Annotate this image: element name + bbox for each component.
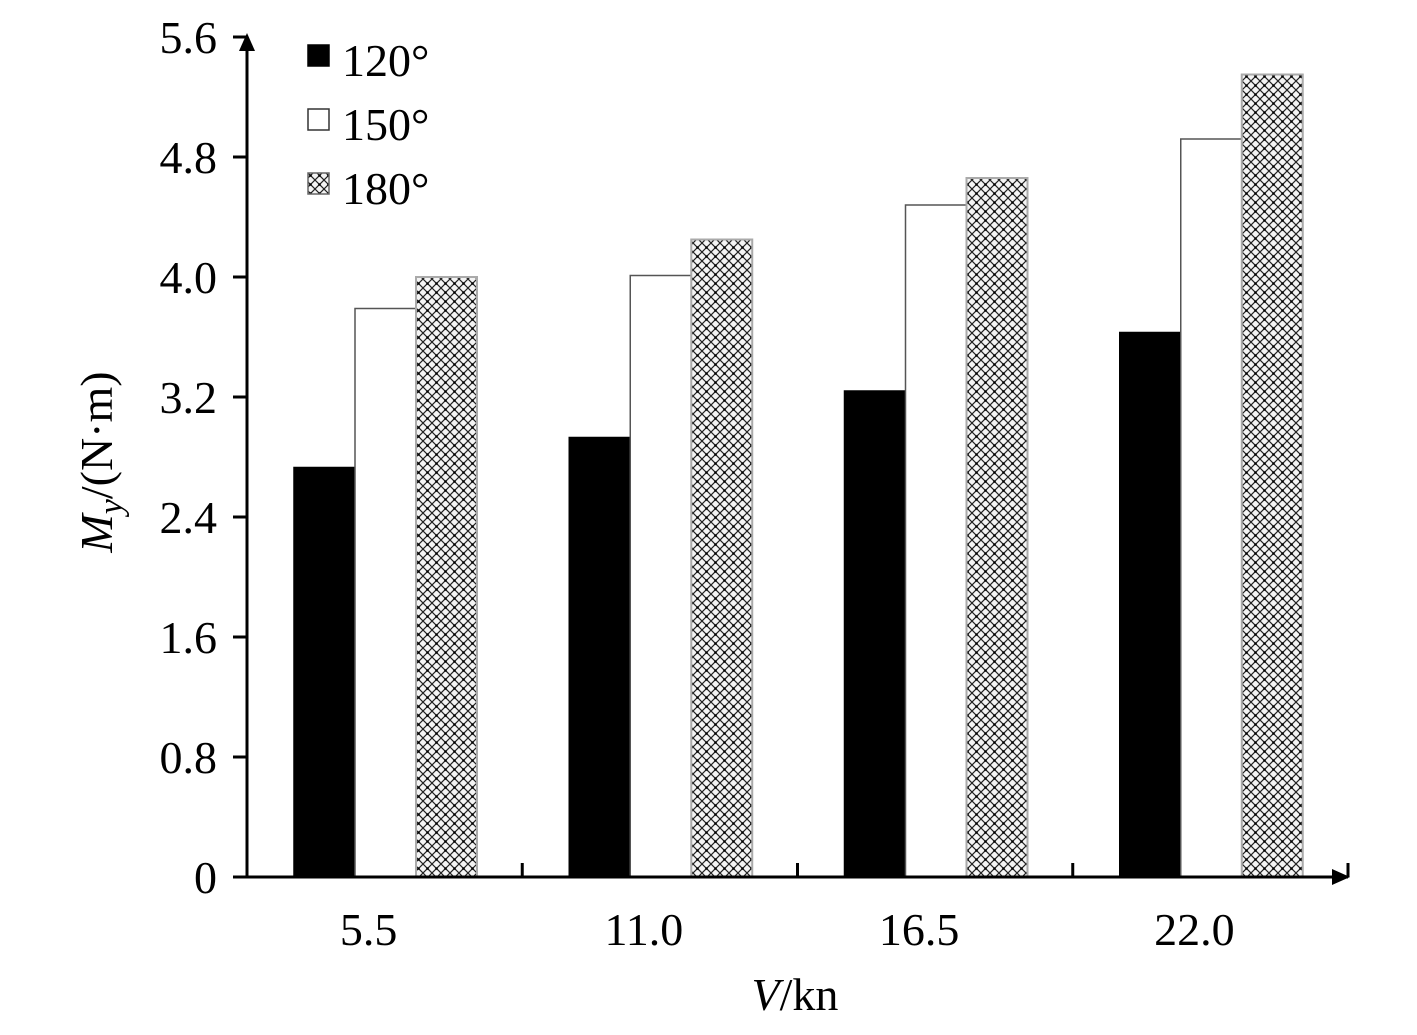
bar-120deg-22.0 (1119, 331, 1182, 878)
legend-label: 180° (342, 163, 429, 214)
bar-180deg-16.5 (965, 177, 1029, 878)
y-tick-label: 2.4 (160, 492, 218, 543)
bar-180deg-22.0 (1240, 73, 1304, 878)
legend: 120° 150° 180° (307, 35, 429, 214)
bar-120deg-11.0 (568, 436, 631, 878)
legend-swatch (307, 172, 330, 195)
y-axis-title: My/(N·m) (71, 371, 130, 553)
y-tick-label: 4.8 (160, 132, 218, 183)
legend-swatch (307, 44, 330, 67)
legend-label: 150° (342, 99, 429, 150)
y-tick-label: 1.6 (160, 612, 218, 663)
bar-180deg-11.0 (690, 238, 754, 878)
y-axis-arrow-icon (239, 33, 255, 51)
bar-150deg-11.0 (629, 274, 692, 878)
x-category-label: 22.0 (1154, 904, 1235, 955)
y-tick-label: 0.8 (160, 732, 218, 783)
y-tick-label: 0 (194, 852, 217, 903)
bar-120deg-16.5 (843, 390, 907, 878)
legend-swatch (307, 108, 330, 131)
x-category-label: 5.5 (340, 904, 398, 955)
bar-120deg-5.5 (293, 466, 356, 878)
axes-group (239, 33, 1350, 885)
bar-180deg-5.5 (415, 276, 478, 878)
bar-150deg-22.0 (1180, 138, 1243, 878)
y-tick-label: 5.6 (160, 12, 218, 63)
legend-label: 120° (342, 35, 429, 86)
x-categories-group: 5.5 11.0 16.5 22.0 (340, 904, 1235, 955)
x-axis-title: V/kn (752, 969, 839, 1020)
bar-150deg-5.5 (354, 307, 417, 878)
bars-group (293, 73, 1304, 878)
x-category-label: 11.0 (604, 904, 683, 955)
x-axis-arrow-icon (1332, 869, 1350, 885)
y-tick-label: 4.0 (160, 252, 218, 303)
y-ticks-group: 0 0.8 1.6 2.4 3.2 4.0 4.8 5.6 (160, 12, 247, 903)
y-tick-label: 3.2 (160, 372, 218, 423)
bar-150deg-16.5 (904, 204, 968, 878)
x-category-label: 16.5 (879, 904, 960, 955)
